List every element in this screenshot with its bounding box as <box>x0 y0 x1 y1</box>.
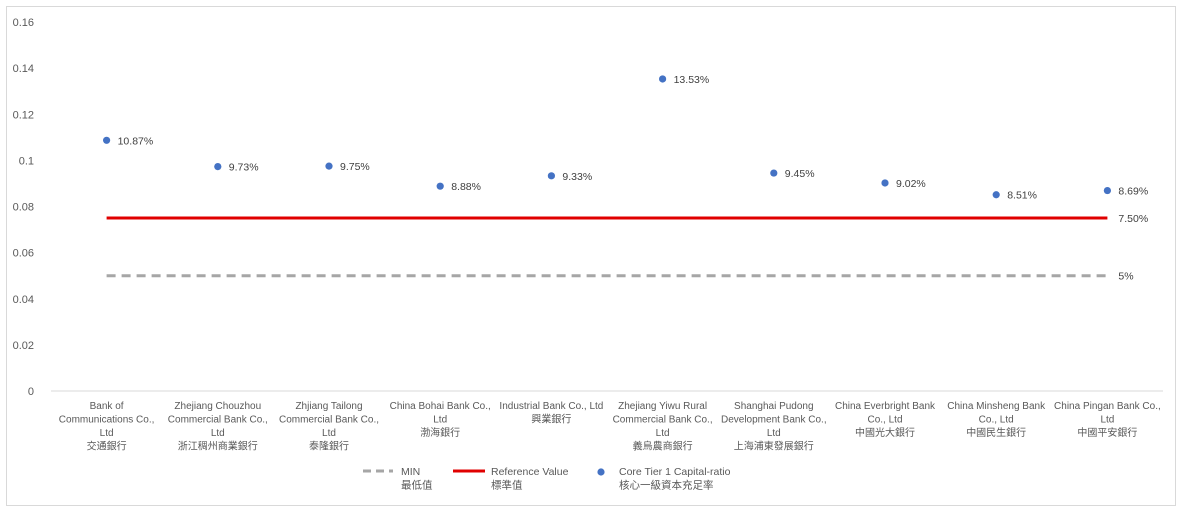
x-category-label-line: 渤海銀行 <box>420 426 460 439</box>
y-tick-label: 0.02 <box>13 340 34 352</box>
x-category-label-line: Commercial Bank Co., <box>168 415 268 426</box>
y-tick-label: 0.1 <box>19 155 34 167</box>
x-category-label-line: Ltd <box>322 428 336 439</box>
y-tick-label: 0.06 <box>13 248 34 260</box>
line-end-label: 5% <box>1118 271 1133 283</box>
x-category-label-line: Ltd <box>211 428 225 439</box>
x-category-label-line: 交通銀行 <box>87 440 127 453</box>
x-category-label-line: 興業銀行 <box>531 413 571 426</box>
legend-label-line: Reference Value <box>491 466 569 478</box>
y-tick-label: 0.14 <box>13 63 34 75</box>
data-point <box>1103 186 1111 195</box>
data-point <box>992 191 1000 199</box>
data-label: 8.51% <box>1007 190 1037 202</box>
y-tick-label: 0.16 <box>13 17 34 29</box>
legend: MIN 最低值 Reference Value 標準值 Core Tier 1 Capi… <box>363 466 731 492</box>
data-point <box>547 172 556 180</box>
data-point <box>325 162 333 170</box>
data-point <box>103 136 111 144</box>
x-category-label-line: Ltd <box>1100 415 1114 426</box>
x-category-label-line: 泰隆銀行 <box>309 440 349 453</box>
legend-label-line: 核心一級資本充足率 <box>619 479 714 492</box>
x-category-label-line: 中國平安銀行 <box>1077 426 1137 439</box>
x-category-label-line: Co., Ltd <box>979 415 1014 426</box>
data-point <box>436 182 444 190</box>
data-label: 9.02% <box>896 178 926 190</box>
x-category-label-line: Shanghai Pudong <box>734 401 814 412</box>
legend-label: Reference Value 標準值 <box>491 466 569 492</box>
x-category-label-line: Zhejiang Yiwu Rural <box>618 401 707 412</box>
x-category-label-line: Ltd <box>433 415 447 426</box>
y-tick-label: 0.08 <box>13 202 34 214</box>
scatter-chart: 0 0.02 0.04 0.06 0.08 0.1 0.12 0.14 0.16 Bank of… <box>13 17 1163 492</box>
y-axis: 0 0.02 0.04 0.06 0.08 0.1 0.12 0.14 0.16 <box>13 17 34 398</box>
x-category-label-line: Communications Co., <box>59 415 155 426</box>
line-end-label: 7.50% <box>1118 213 1148 225</box>
legend-label-line: MIN <box>401 466 420 478</box>
x-category-label-line: China Minsheng Bank <box>947 401 1046 412</box>
reference-lines: 7.50% 5% <box>106 213 1148 283</box>
x-category-label: China Minsheng Bank Co., Ltd 中國民生銀行 <box>947 401 1046 439</box>
x-category-label: China Pingan Bank Co., Ltd 中國平安銀行 <box>1054 401 1161 439</box>
data-label: 8.69% <box>1118 186 1148 198</box>
x-category-label: Zhjiang Tailong Commercial Bank Co., Ltd 泰隆… <box>279 401 379 453</box>
legend-label-line: Core Tier 1 Capital-ratio <box>619 466 731 478</box>
x-category-label: Zhejiang Yiwu Rural Commercial Bank Co., L… <box>613 401 713 453</box>
x-category-label-line: Development Bank Co., <box>721 415 827 426</box>
x-category-label-line: 中國民生銀行 <box>966 426 1026 439</box>
x-category-label-line: 義烏農商銀行 <box>633 440 693 453</box>
x-category-label: China Everbright Bank Co., Ltd 中國光大銀行 <box>835 401 936 439</box>
data-label: 9.45% <box>785 168 815 180</box>
x-axis: Bank of Communications Co., Ltd 交通銀行Zhejian… <box>51 390 1163 453</box>
x-category-label: Bank of Communications Co., Ltd 交通銀行 <box>59 401 155 453</box>
data-points: 10.87% 9.73% 9.75% 8.88% 9.33% 13.53% 9.45% 9.0… <box>103 74 1148 202</box>
data-label: 10.87% <box>118 135 154 147</box>
x-category-label: Zhejiang Chouzhou Commercial Bank Co., Ltd… <box>168 401 268 453</box>
x-category-label-line: Commercial Bank Co., <box>613 415 713 426</box>
x-category-label-line: China Bohai Bank Co., <box>390 401 491 412</box>
x-category-label-line: Bank of <box>90 401 124 412</box>
legend-swatch-core-tier <box>597 468 605 476</box>
data-label: 9.73% <box>229 162 259 174</box>
legend-label-line: 最低值 <box>401 479 433 492</box>
x-category-label-line: 中國光大銀行 <box>855 426 915 439</box>
x-category-label-line: 上海浦東發展銀行 <box>734 440 814 453</box>
data-point <box>214 163 222 171</box>
x-category-label-line: Zhjiang Tailong <box>295 401 362 412</box>
data-point <box>659 75 667 83</box>
x-category-label: Industrial Bank Co., Ltd 興業銀行 <box>499 401 603 426</box>
data-label: 13.53% <box>674 74 710 86</box>
x-category-label-line: China Pingan Bank Co., <box>1054 401 1161 412</box>
y-tick-label: 0.04 <box>13 294 34 306</box>
x-category-label-line: Ltd <box>656 428 670 439</box>
y-tick-label: 0.12 <box>13 109 34 121</box>
data-point <box>881 179 889 187</box>
data-label: 9.75% <box>340 161 370 173</box>
x-category-label-line: 浙江稠州商業銀行 <box>178 440 258 453</box>
x-category-label: Shanghai Pudong Development Bank Co., Ltd 上… <box>721 401 827 453</box>
legend-label-line: 標準值 <box>491 479 523 492</box>
x-category-label: China Bohai Bank Co., Ltd 渤海銀行 <box>390 401 491 439</box>
x-category-label-line: Industrial Bank Co., Ltd <box>499 401 603 412</box>
x-category-label-line: Zhejiang Chouzhou <box>174 401 261 412</box>
legend-label: Core Tier 1 Capital-ratio 核心一級資本充足率 <box>619 466 731 492</box>
data-label: 8.88% <box>451 181 481 193</box>
data-point <box>770 169 778 177</box>
x-category-label-line: China Everbright Bank <box>835 401 936 412</box>
legend-label: MIN 最低值 <box>401 466 433 492</box>
x-category-label-line: Co., Ltd <box>867 415 902 426</box>
x-category-label-line: Ltd <box>767 428 781 439</box>
chart-frame: 0 0.02 0.04 0.06 0.08 0.1 0.12 0.14 0.16 Bank of… <box>6 6 1176 506</box>
y-tick-label: 0 <box>28 386 34 398</box>
x-category-label-line: Ltd <box>100 428 114 439</box>
data-label: 9.33% <box>562 171 592 183</box>
x-category-label-line: Commercial Bank Co., <box>279 415 379 426</box>
